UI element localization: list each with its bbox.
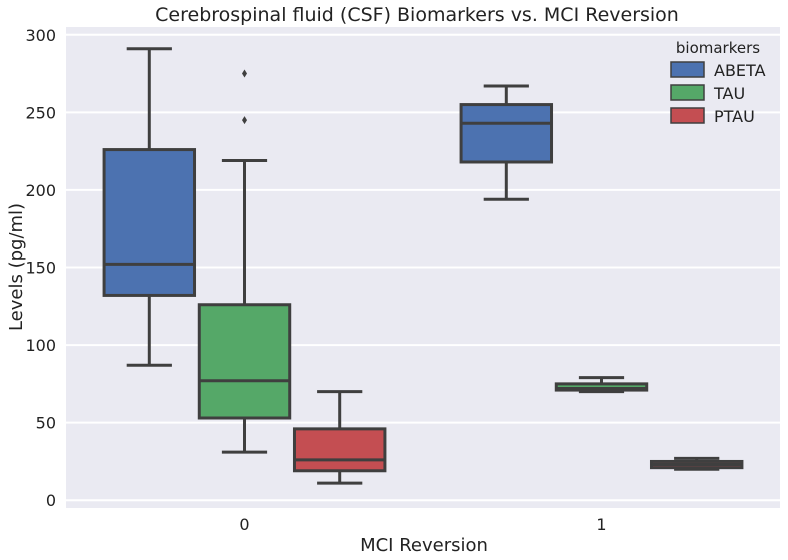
y-tick-label-0: 0 — [46, 491, 56, 510]
y-tick-label-50: 50 — [36, 414, 56, 433]
box-abeta-0 — [102, 47, 197, 367]
x-tick-label-0: 0 — [239, 515, 249, 534]
iqr-box — [459, 103, 554, 164]
legend-title: biomarkers — [676, 39, 760, 57]
y-axis-label: Levels (pg/ml) — [6, 203, 27, 331]
box-series — [102, 47, 744, 485]
iqr-box — [197, 303, 292, 420]
outlier-point — [242, 69, 247, 78]
outlier-point — [242, 116, 247, 125]
legend-swatch-abeta — [670, 61, 705, 78]
y-tick-label-150: 150 — [25, 259, 56, 278]
y-tick-label-300: 300 — [25, 26, 56, 45]
legend-label-abeta: ABETA — [714, 61, 766, 80]
y-tick-labels: 0 50 100 150 200 250 300 — [25, 26, 56, 510]
legend-items: ABETA TAU PTAU — [670, 61, 766, 126]
y-tick-label-200: 200 — [25, 181, 56, 200]
legend-swatch-ptau — [670, 107, 705, 124]
y-tick-label-250: 250 — [25, 103, 56, 122]
iqr-box — [292, 427, 387, 473]
box-ptau-1 — [649, 456, 744, 471]
legend: biomarkers ABETA TAU PTAU — [670, 39, 766, 126]
legend-swatch-tau — [670, 84, 705, 101]
iqr-box — [554, 382, 649, 392]
legend-label-ptau: PTAU — [714, 107, 755, 126]
box-tau-1 — [554, 376, 649, 394]
y-tick-label-100: 100 — [25, 336, 56, 355]
box-tau-0 — [197, 69, 292, 454]
x-tick-label-1: 1 — [596, 515, 606, 534]
x-axis-label: MCI Reversion — [360, 535, 488, 556]
box-abeta-1 — [459, 84, 554, 201]
iqr-box — [102, 148, 197, 297]
legend-label-tau: TAU — [713, 84, 745, 103]
box-ptau-0 — [292, 390, 387, 485]
chart-title: Cerebrospinal fluid (CSF) Biomarkers vs.… — [155, 4, 679, 26]
